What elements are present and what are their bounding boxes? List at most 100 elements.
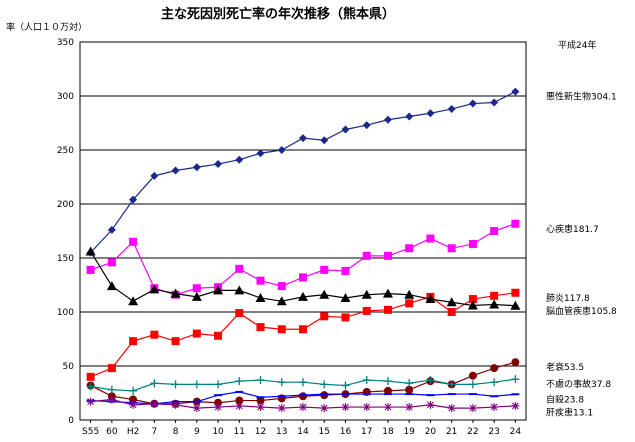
year-note: 平成24年 xyxy=(558,39,596,51)
x-tick-label: 13 xyxy=(276,427,287,437)
data-point xyxy=(511,219,520,228)
data-point xyxy=(404,289,415,299)
x-tick-label: 18 xyxy=(382,427,394,437)
data-point xyxy=(383,305,392,314)
data-point xyxy=(256,403,265,412)
data-point xyxy=(214,160,223,169)
x-tick-label: 8 xyxy=(173,427,179,437)
data-point xyxy=(106,281,117,291)
data-point xyxy=(214,380,223,389)
data-point xyxy=(489,299,500,309)
data-point xyxy=(234,285,245,295)
x-tick-label: H2 xyxy=(127,427,140,437)
y-tick-label: 300 xyxy=(57,92,74,102)
data-point xyxy=(170,288,181,298)
data-point xyxy=(447,404,456,413)
data-point xyxy=(341,381,350,390)
data-point xyxy=(447,308,456,316)
data-point xyxy=(320,136,329,145)
data-point xyxy=(107,395,116,404)
data-point xyxy=(383,251,392,260)
x-tick-label: 20 xyxy=(425,427,437,437)
x-tick-labels: S55 60 H2 7 8 9 10 11 12 13 14 15 16 17 18 19 20 21 22 23 24 xyxy=(82,420,521,437)
data-point xyxy=(341,313,350,322)
data-point xyxy=(511,288,520,297)
data-point xyxy=(320,265,329,274)
y-tick-label: 150 xyxy=(57,254,74,264)
data-point xyxy=(468,239,477,248)
data-point xyxy=(299,392,307,401)
data-point xyxy=(129,195,138,204)
data-point xyxy=(192,329,201,338)
data-point xyxy=(426,234,435,243)
data-point xyxy=(405,112,414,121)
data-point xyxy=(299,134,307,143)
plot-frame xyxy=(79,41,527,421)
data-point xyxy=(511,87,520,96)
x-tick-label: 17 xyxy=(361,427,372,437)
data-point xyxy=(510,300,521,310)
series-label: 脳血管疾患105.8 xyxy=(546,305,617,317)
data-point xyxy=(129,400,138,409)
x-tick-label: S55 xyxy=(82,427,99,437)
data-point xyxy=(86,382,95,391)
y-tick-label: 250 xyxy=(57,146,74,156)
data-point xyxy=(405,379,414,388)
data-point xyxy=(383,115,392,124)
data-point xyxy=(214,403,223,412)
series-label: 老衰53.5 xyxy=(546,361,584,373)
data-point xyxy=(235,155,244,164)
series-5 xyxy=(86,375,520,395)
data-point xyxy=(511,358,520,367)
data-point xyxy=(171,166,180,175)
gridlines xyxy=(80,41,526,421)
series-line xyxy=(90,223,516,296)
data-point xyxy=(256,323,265,332)
data-point xyxy=(490,227,499,235)
data-point xyxy=(341,125,350,134)
data-point xyxy=(150,171,159,180)
data-point xyxy=(107,225,116,234)
y-tick-label: 50 xyxy=(63,362,75,372)
series-group xyxy=(85,87,521,413)
data-point xyxy=(341,266,350,275)
data-point xyxy=(255,292,266,302)
data-point xyxy=(447,104,456,113)
series-label: 心疾患181.7 xyxy=(546,223,599,235)
data-point xyxy=(447,244,456,253)
x-tick-label: 10 xyxy=(212,427,224,437)
data-point xyxy=(277,404,286,413)
x-tick-label: 23 xyxy=(488,427,499,437)
data-point xyxy=(425,294,436,304)
series-label: 悪性新生物304.1 xyxy=(546,91,617,103)
data-point xyxy=(426,376,435,385)
series-7 xyxy=(86,395,520,413)
data-point xyxy=(426,400,435,409)
data-point xyxy=(405,385,414,394)
x-tick-label: 24 xyxy=(510,427,522,437)
x-tick-label: 16 xyxy=(340,427,352,437)
data-point xyxy=(511,401,520,410)
data-point xyxy=(468,295,477,304)
chart-title: 主な死因別死亡率の年次推移（熊本県） xyxy=(161,6,395,22)
y-tick-label: 350 xyxy=(57,38,74,48)
series-label: 肺炎117.8 xyxy=(546,293,590,304)
data-point xyxy=(86,372,95,381)
x-tick-label: 22 xyxy=(467,427,478,437)
x-tick-label: 60 xyxy=(106,427,118,437)
data-point xyxy=(107,385,116,394)
data-point xyxy=(85,246,96,256)
data-point xyxy=(362,376,371,385)
data-point xyxy=(490,98,499,107)
data-point xyxy=(299,378,307,387)
data-point xyxy=(467,300,478,310)
data-point xyxy=(511,375,520,384)
data-point xyxy=(129,237,138,246)
data-point xyxy=(382,288,393,298)
data-point xyxy=(320,312,329,321)
data-point xyxy=(468,380,477,389)
data-point xyxy=(320,391,329,400)
data-point xyxy=(192,284,201,293)
x-tick-label: 12 xyxy=(255,427,266,437)
